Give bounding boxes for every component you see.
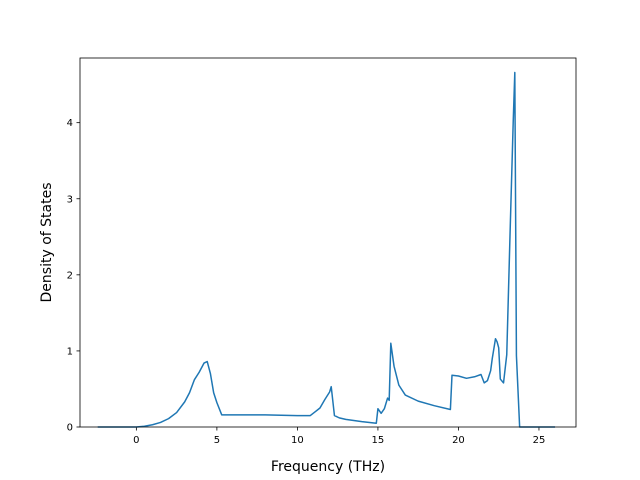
y-axis-label: Density of States	[39, 183, 55, 303]
y-tick-label: 0	[67, 423, 73, 434]
x-tick-label: 15	[372, 435, 385, 446]
y-tick-label: 2	[67, 270, 73, 281]
x-axis-ticks: 0 5 10 15 20 25	[133, 427, 545, 446]
plot-frame	[79, 57, 577, 428]
y-tick-label: 4	[67, 118, 73, 129]
dos-series-line	[97, 71, 556, 428]
y-tick-label: 1	[67, 346, 73, 357]
x-tick-label: 5	[214, 435, 220, 446]
plot-area	[80, 58, 576, 427]
y-axis-ticks: 0 1 2 3 4	[67, 118, 80, 434]
x-axis-label: Frequency (THz)	[271, 459, 385, 475]
x-tick-label: 25	[533, 435, 546, 446]
x-tick-label: 0	[133, 435, 139, 446]
y-tick-label: 3	[67, 194, 73, 205]
x-tick-label: 20	[452, 435, 465, 446]
x-tick-label: 10	[291, 435, 304, 446]
